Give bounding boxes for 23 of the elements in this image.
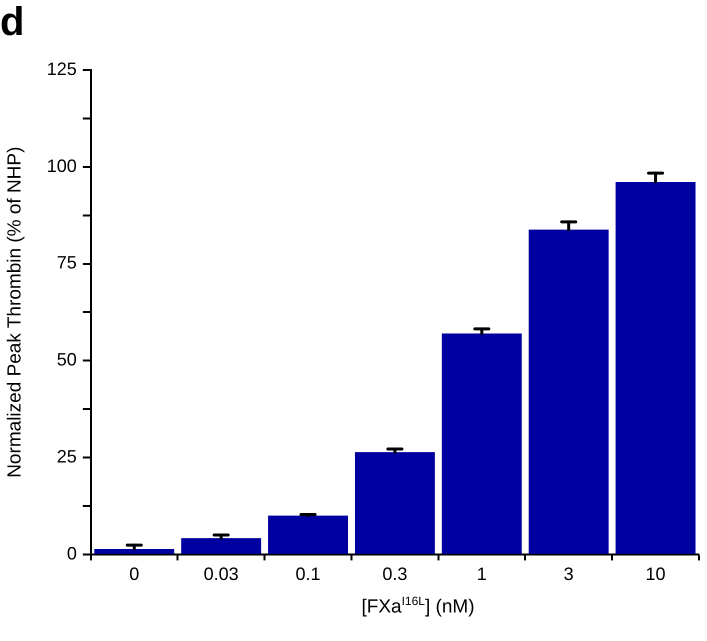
- y-tick-label: 0: [66, 543, 77, 564]
- y-tick-label: 75: [56, 252, 77, 273]
- bar: [528, 230, 609, 554]
- y-axis-title: Normalized Peak Thrombin (% of NHP): [4, 146, 26, 478]
- y-tick-label: 25: [56, 446, 77, 466]
- x-tick-label: 3: [564, 564, 574, 584]
- y-tick-label: 50: [56, 350, 77, 370]
- bar: [442, 334, 522, 554]
- bar: [616, 182, 696, 554]
- bar: [354, 452, 435, 554]
- x-tick-label: 1: [476, 564, 487, 584]
- y-tick-label: 125: [46, 58, 77, 79]
- x-tick-label: 0: [129, 564, 140, 584]
- x-tick-label: 0.03: [204, 564, 239, 584]
- chart-title: d: [0, 0, 24, 44]
- y-tick-label: 100: [46, 156, 77, 176]
- x-tick-label: 0.1: [296, 564, 321, 584]
- x-axis-title: [FXa$^{I16L}$] (nM): [360, 594, 476, 618]
- bar: [268, 516, 348, 554]
- x-tick-label: 0.3: [382, 564, 408, 584]
- bar: [94, 548, 174, 554]
- bar: [181, 538, 262, 554]
- x-tick-label: 10: [646, 564, 666, 584]
